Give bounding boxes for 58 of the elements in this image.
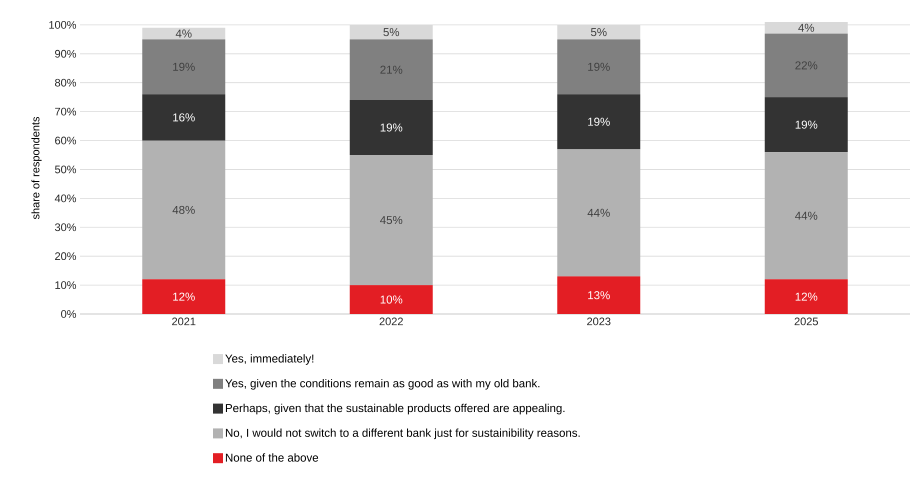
bar — [350, 100, 433, 155]
data-label: 45% — [380, 216, 402, 224]
data-label: 19% — [588, 118, 610, 126]
y-tick-label: 40% — [54, 194, 76, 202]
data-label: 5% — [383, 28, 400, 36]
data-label: 44% — [588, 208, 610, 217]
y-tick-label: 20% — [55, 252, 76, 260]
data-label: 12% — [796, 292, 818, 301]
data-label: 19% — [796, 120, 818, 129]
bar — [557, 149, 640, 276]
y-tick-label: 100% — [49, 21, 76, 29]
legend-label: None of the above — [226, 453, 318, 462]
data-label: 4% — [176, 30, 192, 38]
x-tick-label: 2021 — [172, 318, 196, 326]
bar — [142, 28, 226, 40]
data-label: 19% — [173, 62, 195, 71]
bar — [557, 94, 640, 150]
bar — [557, 39, 640, 94]
y-tick-label: 90% — [55, 50, 76, 58]
bar — [350, 154, 433, 286]
bar — [764, 279, 848, 314]
data-label: 5% — [590, 28, 607, 36]
y-axis-title: share of respondents — [31, 116, 42, 220]
bar — [557, 276, 640, 314]
y-tick-label: 10% — [55, 281, 76, 289]
y-tick-label: 60% — [55, 136, 76, 144]
x-tick-label: 2023 — [587, 318, 610, 326]
x-tick-label: 2025 — [794, 318, 818, 326]
legend-label: Perhaps, given that the sustainable products offered are appealing. — [226, 404, 564, 414]
data-label: 4% — [798, 24, 814, 32]
legend-label: Yes, given the conditions remain as good as with my old bank. — [225, 378, 540, 390]
bar — [764, 152, 848, 280]
bar — [142, 94, 226, 141]
data-label: 22% — [795, 61, 818, 70]
data-label: 10% — [380, 295, 402, 304]
data-label: 21% — [380, 66, 402, 74]
legend-label: No, I would not switch to a different bank just for sustainibility reasons. — [226, 428, 580, 440]
bar — [764, 34, 848, 98]
y-tick-label: 0% — [61, 310, 76, 318]
bar — [142, 140, 226, 280]
data-label: 19% — [588, 62, 610, 71]
y-tick-label: 80% — [55, 78, 76, 87]
bar — [350, 285, 433, 314]
y-tick-label: 50% — [54, 166, 76, 174]
bar — [142, 39, 226, 94]
data-label: 13% — [588, 291, 610, 300]
bar — [764, 97, 848, 152]
bar — [142, 279, 226, 314]
data-label: 19% — [380, 123, 402, 132]
legend-label: Yes, immediately! — [225, 354, 314, 365]
bar — [350, 39, 433, 100]
data-label: 12% — [173, 292, 195, 301]
y-tick-label: 30% — [54, 223, 76, 232]
y-tick-label: 70% — [55, 108, 76, 116]
data-label: 44% — [795, 212, 818, 220]
data-label: 16% — [173, 113, 195, 122]
data-label: 48% — [172, 206, 195, 214]
x-tick-label: 2022 — [380, 318, 403, 326]
